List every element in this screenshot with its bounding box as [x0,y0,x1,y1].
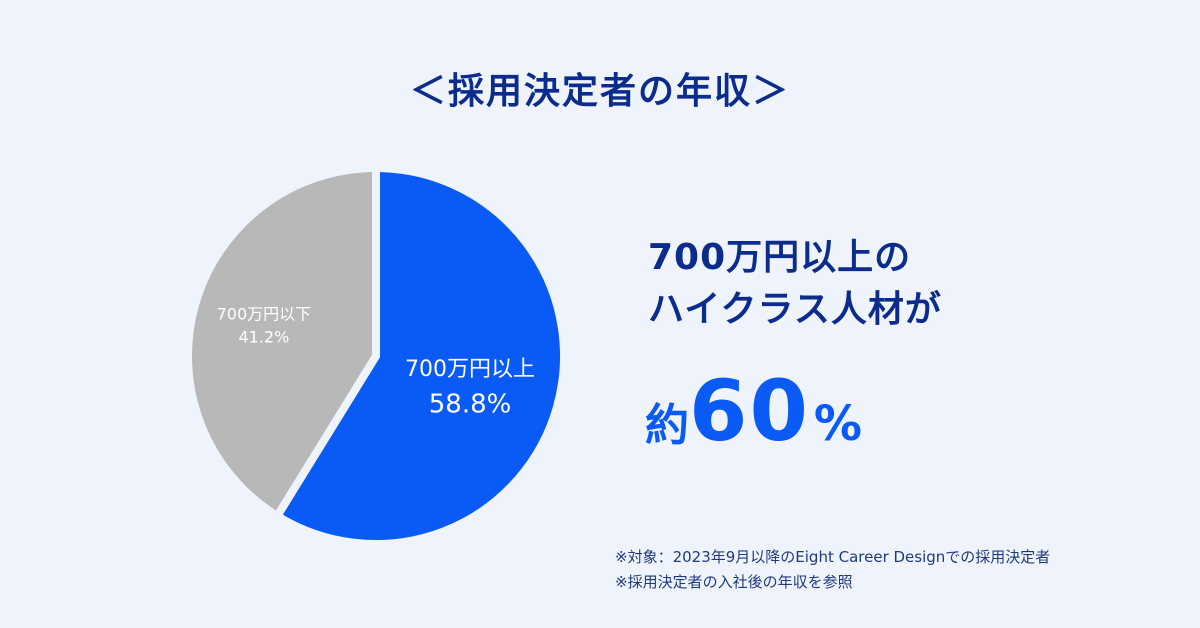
pie-slice-value-2: 41.2% [238,328,289,347]
highlight-number: 60 [689,362,810,460]
pie-slice-value-1: 58.8% [429,390,512,420]
headline: 700万円以上の ハイクラス人材が [648,232,942,336]
headline-line-2: ハイクラス人材が [648,289,942,330]
pie-slice-1 [271,163,568,548]
highlight-unit: % [813,396,862,452]
headline-line-1: 700万円以上の [648,237,912,278]
footnote-1: ※対象：2023年9月以降のEight Career Designでの採用決定者 [615,548,1051,566]
highlight-prefix: 約 [645,400,689,451]
pie-slice-2 [184,163,380,522]
footnote-2: ※採用決定者の入社後の年収を参照 [615,573,853,591]
pie-slice-label-1: 700万円以上 [405,357,535,382]
footnotes: ※対象：2023年9月以降のEight Career Designでの採用決定者… [615,545,1050,595]
highlight-stat: 約60% [645,362,862,460]
chart-title: ＜採用決定者の年収＞ [409,71,790,112]
pie-slice-label-2: 700万円以下 [217,304,312,323]
